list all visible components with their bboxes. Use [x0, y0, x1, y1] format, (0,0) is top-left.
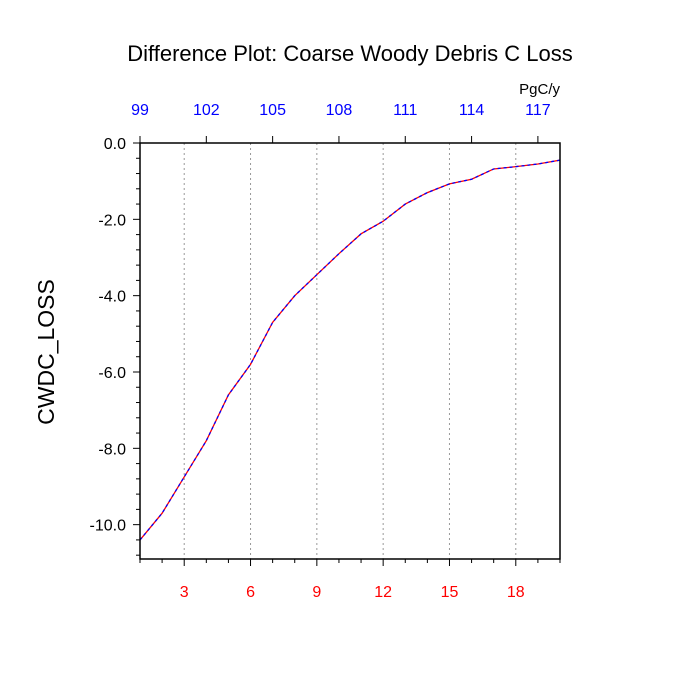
x-tick-label: 12 [374, 584, 392, 601]
chart-title: Difference Plot: Coarse Woody Debris C L… [127, 41, 573, 66]
x-tick-label: 18 [507, 584, 525, 601]
y-tick-label: -2.0 [98, 212, 126, 229]
series-layer [139, 159, 561, 541]
plot-frame [139, 142, 561, 560]
tick-marks [133, 136, 561, 566]
top-tick-label: 102 [193, 102, 220, 119]
x-tick-label: 15 [441, 584, 459, 601]
series-line [139, 159, 561, 541]
top-tick-label: 105 [259, 102, 286, 119]
series-line-overlay [139, 159, 561, 541]
top-tick-label: 108 [326, 102, 353, 119]
top-axis-unit-label: PgC/y [519, 81, 560, 98]
y-tick-label: -8.0 [98, 441, 126, 458]
x-tick-label: 6 [246, 584, 255, 601]
x-tick-label: 3 [180, 584, 189, 601]
y-tick-label: -4.0 [98, 289, 126, 306]
top-tick-label: 114 [459, 102, 485, 119]
y-tick-label: 0.0 [104, 136, 126, 153]
x-tick-label: 9 [312, 584, 321, 601]
y-axis-label: CWDC_LOSS [33, 279, 59, 425]
tick-labels: 3 6 9 12 15 18 99 102 105 108 111 114 117 0.0 -2.0 -4.0… [90, 102, 551, 601]
gridlines [183, 143, 517, 559]
top-tick-label: 117 [525, 102, 551, 119]
y-tick-label: -10.0 [90, 518, 127, 535]
top-tick-label: 111 [393, 102, 417, 119]
top-tick-label: 99 [131, 102, 149, 119]
y-tick-label: -6.0 [98, 365, 126, 382]
